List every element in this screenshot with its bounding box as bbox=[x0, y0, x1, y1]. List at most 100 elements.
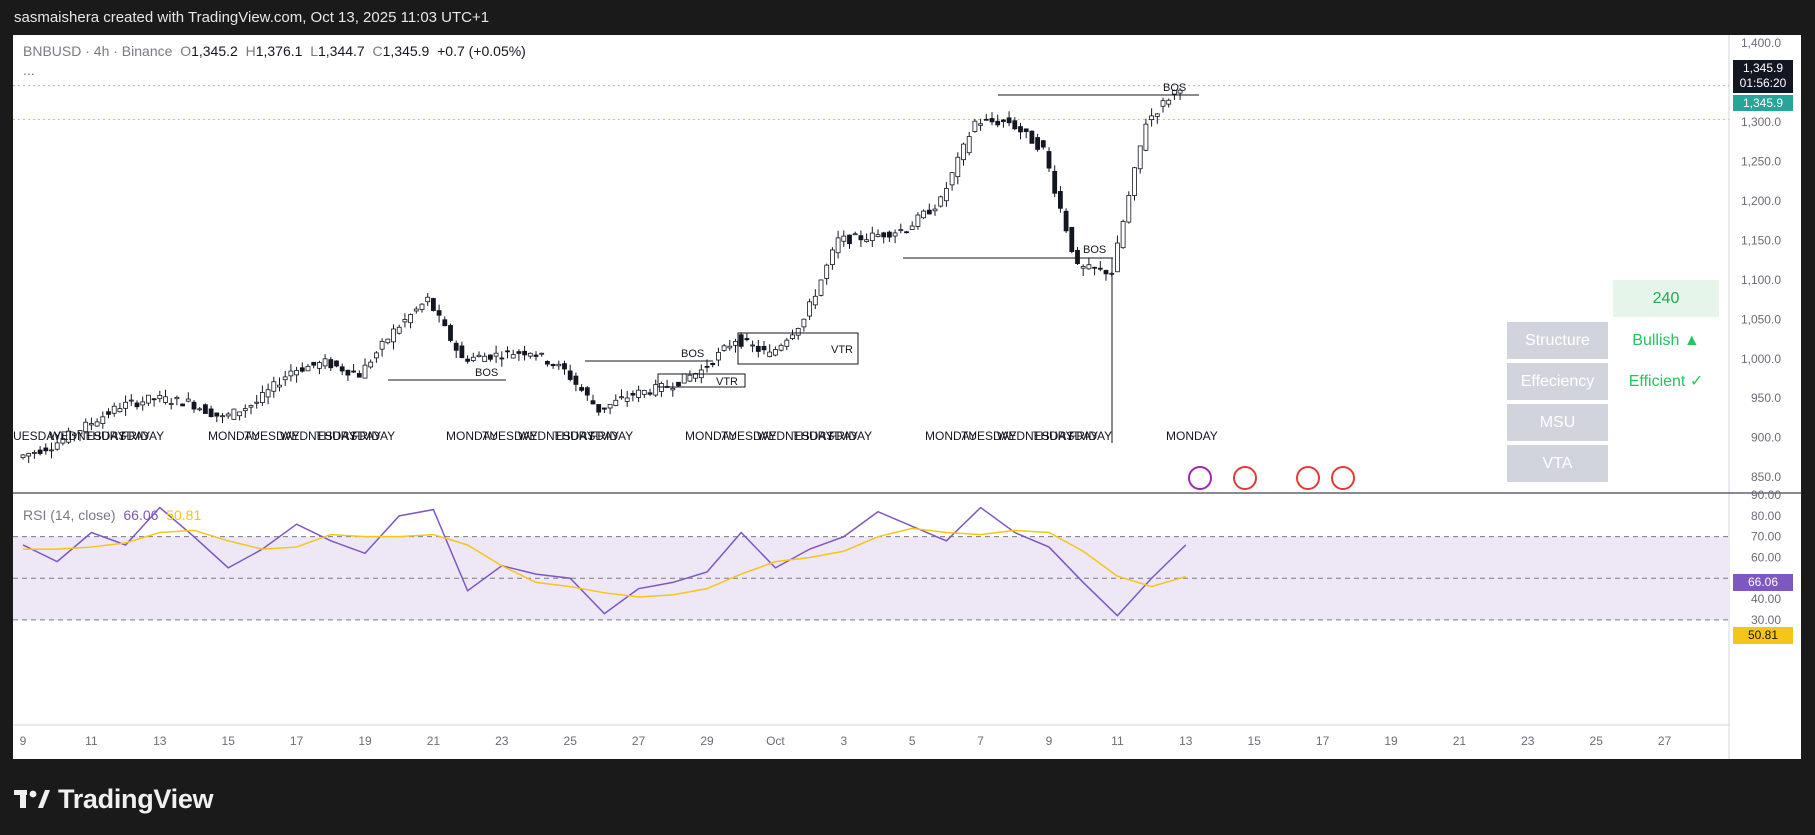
bear-candle bbox=[579, 387, 584, 391]
bull-candle bbox=[1137, 145, 1143, 170]
bull-candle bbox=[419, 303, 425, 310]
time-axis-tick: 9 bbox=[20, 734, 27, 748]
bear-candle bbox=[989, 118, 995, 123]
bear-candle bbox=[533, 354, 539, 357]
brand-name: TradingView bbox=[58, 783, 214, 814]
table-value-structure: Bullish ▲ bbox=[1632, 332, 1700, 349]
day-label: WEDNESDAY bbox=[997, 429, 1073, 443]
time-axis-tick: 19 bbox=[358, 734, 372, 748]
brand-footer[interactable]: TradingView bbox=[14, 783, 214, 815]
day-label: FRIDAY bbox=[829, 429, 872, 443]
bull-candle bbox=[733, 340, 738, 346]
event-flag-icon bbox=[1233, 466, 1257, 490]
bull-candle bbox=[944, 188, 949, 202]
more-indicators-button[interactable]: ... bbox=[23, 62, 35, 78]
bear-candle bbox=[487, 354, 493, 360]
bull-candle bbox=[71, 433, 77, 436]
chart-panel[interactable]: 1,400.0 1,300.0 1,250.0 1,200.0 1,150.0 1,100… bbox=[13, 35, 1801, 759]
low-value: 1,344.7 bbox=[318, 43, 365, 59]
bull-candle bbox=[510, 354, 516, 359]
bull-candle bbox=[271, 381, 277, 392]
bear-candle bbox=[442, 319, 448, 327]
day-label: THURSDAY bbox=[1033, 429, 1098, 443]
bos-label: BOS bbox=[1083, 244, 1106, 256]
price-axis-tick: 950.0 bbox=[1751, 391, 1781, 405]
bear-candle bbox=[339, 366, 345, 372]
rsi-price-badge: 66.06 bbox=[1733, 574, 1793, 591]
bull-candle bbox=[607, 403, 613, 409]
time-axis-tick: 5 bbox=[909, 734, 916, 748]
rsi-line bbox=[22, 506, 1187, 617]
day-label: THURSDAY bbox=[554, 429, 619, 443]
bear-candle bbox=[995, 120, 1001, 126]
day-label: MONDAY bbox=[1166, 429, 1218, 443]
bull-candle bbox=[49, 449, 54, 452]
bull-candle bbox=[277, 384, 282, 388]
bull-candle bbox=[476, 354, 482, 358]
day-label: FRIDAY bbox=[121, 429, 164, 443]
bear-candle bbox=[676, 381, 681, 387]
bull-candle bbox=[1166, 99, 1172, 105]
time-axis-tick: 11 bbox=[85, 734, 98, 748]
last-price-badge: 1,345.9 01:56:20 bbox=[1733, 60, 1793, 93]
bull-candle bbox=[305, 365, 311, 372]
chart-canvas[interactable]: 1,400.0 1,300.0 1,250.0 1,200.0 1,150.0 1,100… bbox=[13, 35, 1801, 759]
bull-candle bbox=[265, 389, 271, 398]
bull-candle bbox=[373, 352, 379, 359]
day-label: MONDAY bbox=[925, 429, 977, 443]
bear-candle bbox=[311, 361, 317, 366]
bear-candle bbox=[465, 358, 471, 362]
bull-candle bbox=[824, 264, 830, 279]
bull-candle bbox=[26, 453, 32, 457]
bos-label: BOS bbox=[1163, 82, 1186, 94]
bull-candle bbox=[955, 156, 961, 178]
rsi-axis-tick: 60.00 bbox=[1751, 550, 1781, 564]
bear-candle bbox=[744, 338, 750, 341]
bull-candle bbox=[613, 399, 619, 406]
day-label: FRIDAY bbox=[1069, 429, 1112, 443]
table-value-vta bbox=[1613, 445, 1719, 482]
rsi-name[interactable]: RSI (14, close) bbox=[23, 507, 116, 523]
bull-candle bbox=[921, 210, 926, 219]
bull-candle bbox=[231, 408, 237, 420]
bull-candle bbox=[185, 398, 191, 402]
bear-candle bbox=[522, 350, 528, 356]
bear-candle bbox=[1092, 266, 1097, 269]
bull-candle bbox=[807, 301, 812, 317]
symbol-label[interactable]: BNBUSD · 4h · Binance bbox=[23, 43, 173, 59]
bull-candle bbox=[77, 430, 83, 435]
rsi-axis-tick: 90.00 bbox=[1751, 488, 1781, 502]
day-label: TUESDAY bbox=[721, 429, 777, 443]
bull-candle bbox=[83, 421, 89, 433]
last-price-value: 1,345.9 bbox=[1742, 61, 1784, 75]
bull-candle bbox=[830, 249, 835, 266]
bear-candle bbox=[134, 402, 140, 408]
bull-candle bbox=[259, 392, 265, 403]
time-axis-tick: 15 bbox=[1248, 734, 1262, 748]
bear-candle bbox=[334, 360, 339, 367]
bear-candle bbox=[43, 447, 49, 452]
time-axis-tick: 27 bbox=[1658, 734, 1672, 748]
rsi-value: 66.06 bbox=[123, 507, 159, 523]
bull-candle bbox=[527, 352, 533, 357]
bear-candle bbox=[453, 342, 459, 351]
bull-candle bbox=[892, 232, 898, 237]
bear-candle bbox=[180, 403, 186, 407]
bull-candle bbox=[727, 345, 733, 349]
bear-candle bbox=[562, 363, 567, 370]
bull-candle bbox=[915, 214, 921, 227]
bull-candle bbox=[1172, 90, 1177, 95]
bear-candle bbox=[881, 232, 887, 238]
bull-candle bbox=[972, 120, 978, 132]
bull-candle bbox=[875, 234, 881, 238]
bull-candle bbox=[89, 423, 94, 426]
bull-candle bbox=[248, 405, 254, 408]
bull-candle bbox=[288, 370, 294, 377]
low-label: L bbox=[310, 43, 318, 59]
time-axis-tick: 27 bbox=[632, 734, 646, 748]
vtr-box bbox=[737, 332, 859, 365]
bear-candle bbox=[550, 364, 556, 367]
header-title: sasmaishera created with TradingView.com… bbox=[14, 9, 490, 26]
day-label: FRIDAY bbox=[352, 429, 395, 443]
bull-candle bbox=[1120, 221, 1126, 249]
